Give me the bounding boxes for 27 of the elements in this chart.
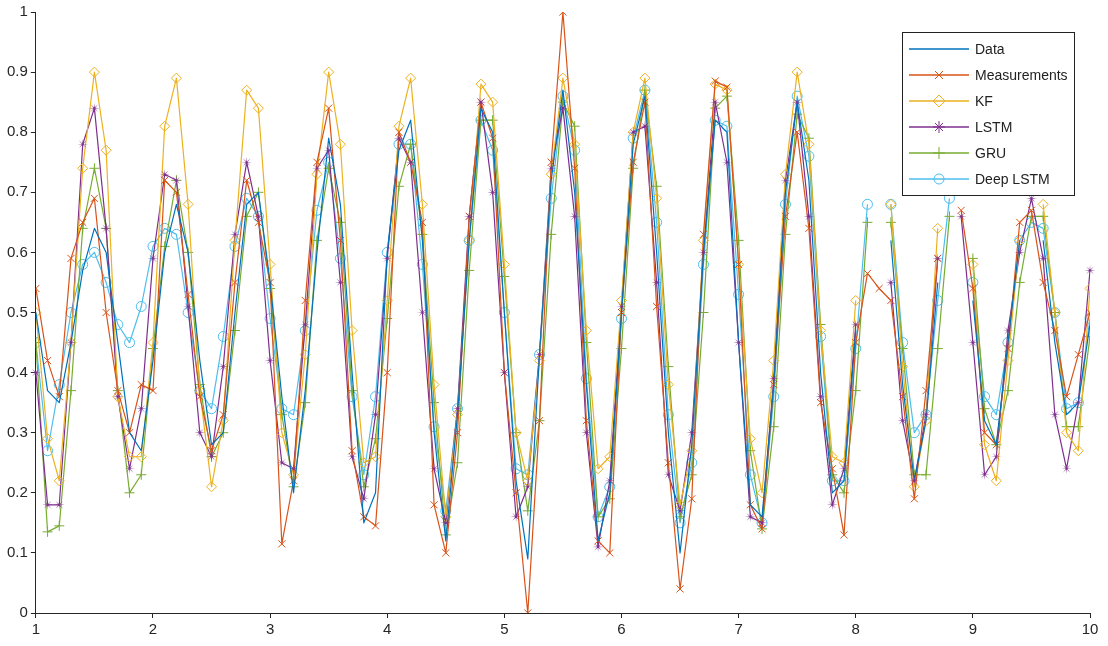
y-tick-label: 1 xyxy=(19,2,28,20)
x-tick-label: 5 xyxy=(500,620,509,638)
x-tick-label: 8 xyxy=(851,620,860,638)
y-tick-label: 0.3 xyxy=(6,422,28,440)
legend-label: KF xyxy=(975,93,993,109)
x-tick-label: 7 xyxy=(734,620,743,638)
y-tick-label: 0 xyxy=(19,603,28,621)
y-tick-label: 0.6 xyxy=(6,242,28,260)
x-tick-label: 2 xyxy=(148,620,158,638)
y-tick-label: 0.7 xyxy=(6,182,28,200)
legend-label: Data xyxy=(975,41,1005,57)
legend-label: LSTM xyxy=(975,119,1013,135)
x-tick-label: 1 xyxy=(31,620,41,638)
x-tick-label: 4 xyxy=(383,620,392,638)
y-tick-label: 0.9 xyxy=(6,62,28,80)
x-tick-label: 10 xyxy=(1081,620,1099,638)
y-tick-label: 0.4 xyxy=(6,362,28,380)
y-tick-label: 0.5 xyxy=(6,302,28,320)
y-tick-label: 0.8 xyxy=(6,122,28,140)
x-tick-label: 3 xyxy=(265,620,275,638)
legend-label: GRU xyxy=(975,145,1007,161)
x-tick-label: 9 xyxy=(968,620,978,638)
x-tick-label: 6 xyxy=(617,620,626,638)
legend-label: Deep LSTM xyxy=(975,171,1050,187)
legend-label: Measurements xyxy=(975,67,1068,83)
y-tick-label: 0.2 xyxy=(6,482,28,500)
y-tick-label: 0.1 xyxy=(6,543,28,561)
